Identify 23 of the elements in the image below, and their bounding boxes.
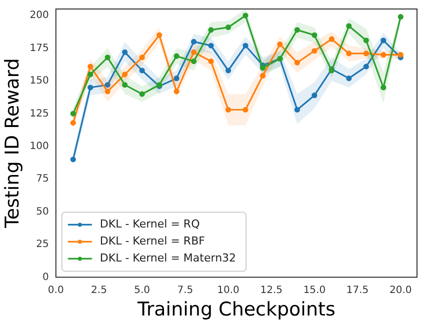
y-tick-label: 150: [30, 76, 49, 87]
y-tick-label: 75: [36, 174, 49, 185]
y-tick-label: 200: [30, 10, 49, 22]
y-tick-label: 125: [30, 108, 49, 120]
legend-label: DKL - Kernel = RQ: [100, 218, 200, 231]
x-tick-label: 0.0: [48, 284, 64, 296]
x-tick-label: 10.0: [217, 284, 240, 296]
x-tick-label: 12.5: [260, 284, 282, 296]
y-tick-label: 175: [30, 42, 49, 54]
legend-label: DKL - Kernel = RBF: [100, 234, 205, 248]
legend-label: DKL - Kernel = Matern32: [100, 252, 236, 265]
x-tick-label: 17.5: [346, 284, 369, 296]
x-tick-label: 7.5: [177, 284, 194, 296]
x-tick-label: 5.0: [134, 284, 150, 296]
x-tick-label: 2.5: [91, 284, 107, 296]
x-tick-label: 15.0: [303, 284, 326, 296]
y-tick-label: 0: [42, 272, 49, 283]
y-tick-label: 100: [30, 140, 49, 152]
y-tick-label: 25: [36, 239, 49, 250]
y-tick-label: 50: [36, 206, 49, 218]
y-axis-title: Testing ID Reward: [1, 58, 24, 230]
x-tick-label: 20.0: [389, 284, 412, 296]
x-axis-title: Training Checkpoints: [136, 298, 336, 321]
